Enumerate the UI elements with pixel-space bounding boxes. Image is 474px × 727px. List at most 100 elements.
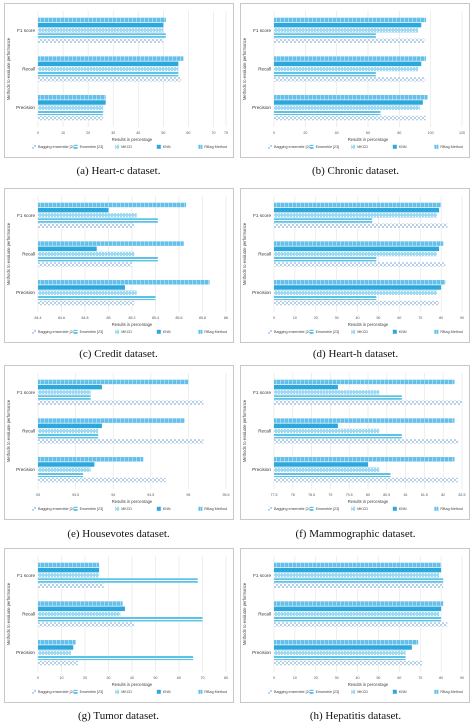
x-tick-label: 70 — [418, 316, 422, 320]
bar-rbag-method-f1-score — [38, 379, 189, 385]
bar-mkcd-precision — [274, 290, 437, 295]
bar-ensemble-23-recall — [274, 71, 376, 77]
x-tick-label: 10 — [293, 316, 297, 320]
x-tick-label: 78.5 — [308, 493, 315, 497]
bar-knn-recall — [274, 246, 440, 252]
legend-label-bagging-ensemble-24: Bagging ensemble [24] — [274, 145, 312, 149]
bar-mkcd-precision — [38, 105, 104, 110]
bar-mkcd-f1-score — [274, 28, 419, 33]
x-tick-label: 94 — [111, 493, 115, 497]
bar-knn-f1-score — [274, 207, 440, 213]
category-label-precision: Precision — [16, 650, 35, 655]
x-tick-label: 50 — [154, 676, 158, 680]
bar-mkcd-recall — [274, 251, 437, 257]
legend-swatch-rbag-method — [434, 144, 439, 149]
category-label-f1-score: F1 score — [253, 573, 271, 578]
x-tick-label: 82.5 — [459, 493, 466, 497]
bar-ensemble-23-f1-score — [38, 218, 158, 223]
legend-label-ensemble-23: Ensemble [23] — [316, 507, 340, 511]
x-tick-label: 20 — [303, 131, 307, 135]
caption-h: (h) Hepatitis dataset. — [309, 710, 402, 722]
y-axis-label: Methods to evaluate performance — [6, 399, 11, 462]
chart-chronic: 0 20 40 60 80 100 120 Results in percentage Meth… — [242, 11, 465, 149]
bar-knn-f1-score — [38, 207, 109, 213]
bar-knn-f1-score — [38, 22, 164, 28]
legend-swatch-knn — [392, 506, 397, 511]
x-axis-label: Results in percentage — [348, 137, 389, 142]
x-axis-label: Results in percentage — [348, 682, 389, 687]
bar-rbag-method-recall — [274, 418, 455, 423]
x-tick-label: 94.5 — [147, 493, 154, 497]
legend-swatch-knn — [156, 144, 161, 149]
bar-rbag-method-f1-score — [274, 202, 442, 208]
category-label-precision: Precision — [16, 290, 35, 295]
x-tick-label: 100 — [428, 131, 434, 135]
x-tick-label: 85.2 — [129, 316, 136, 320]
y-axis-label: Methods to evaluate performance — [242, 399, 247, 462]
legend-label-rbag-method: RBag Method — [204, 690, 227, 694]
bar-ensemble-23-f1-score — [274, 578, 444, 583]
legend-label-knn: KNN — [163, 690, 171, 694]
x-tick-label: 90 — [460, 676, 464, 680]
caption-a: (a) Heart-c dataset. — [76, 165, 161, 177]
legend-swatch-mkcd — [115, 689, 120, 694]
bar-mkcd-recall — [274, 66, 419, 72]
legend-swatch-bagging-ensemble-24 — [32, 329, 36, 334]
bar-ensemble-23-recall — [274, 256, 377, 262]
x-tick-label: 75 — [224, 131, 228, 135]
legend-label-ensemble-23: Ensemble [23] — [316, 145, 340, 149]
legend-swatch-rbag-method — [434, 329, 439, 334]
legend-swatch-knn — [392, 144, 397, 149]
x-axis-label: Results in percentage — [112, 499, 153, 504]
bar-ensemble-23-recall — [38, 256, 158, 262]
y-axis-label: Methods to evaluate performance — [6, 37, 11, 100]
legend-swatch-knn — [156, 329, 161, 334]
bar-knn-f1-score — [38, 567, 100, 573]
legend-label-mkcd: MKCD — [357, 330, 368, 334]
legend-swatch-mkcd — [115, 506, 120, 511]
x-tick-label: 10 — [60, 676, 64, 680]
chart-heart-c: 0 10 20 30 40 50 60 70 75 Results in percentage Me… — [6, 11, 228, 149]
bar-mkcd-f1-score — [274, 390, 380, 395]
legend-swatch-mkcd — [115, 144, 120, 149]
bar-bagging-ensemble-24-recall — [274, 77, 425, 82]
legend-swatch-bagging-ensemble-24 — [268, 144, 272, 149]
category-label-recall: Recall — [258, 612, 271, 617]
x-tick-label: 20 — [314, 676, 318, 680]
bar-mkcd-recall — [274, 611, 440, 617]
bar-mkcd-f1-score — [274, 573, 440, 578]
bar-mkcd-f1-score — [38, 390, 91, 395]
x-tick-label: 84.8 — [82, 316, 89, 320]
legend-swatch-ensemble-23 — [309, 329, 314, 334]
bar-rbag-method-recall — [274, 241, 444, 246]
category-label-recall: Recall — [258, 429, 271, 434]
x-tick-label: 120 — [459, 131, 465, 135]
x-tick-label: 50 — [376, 676, 380, 680]
bar-knn-recall — [274, 423, 338, 429]
y-axis-label: Methods to evaluate performance — [242, 582, 247, 645]
category-label-f1-score: F1 score — [253, 28, 271, 33]
caption-d: (d) Heart-h dataset. — [312, 348, 399, 360]
legend-label-rbag-method: RBag Method — [440, 145, 463, 149]
x-tick-label: 79.5 — [346, 493, 353, 497]
legend-label-mkcd: MKCD — [357, 145, 368, 149]
chart-tumor: 0 10 20 30 40 50 60 70 80 Results in percentage Me… — [6, 556, 228, 694]
y-axis-label: Methods to evaluate performance — [6, 582, 11, 645]
x-tick-label: 84.4 — [35, 316, 42, 320]
x-tick-label: 85.8 — [199, 316, 206, 320]
category-label-recall: Recall — [258, 252, 271, 257]
bar-knn-precision — [274, 462, 368, 467]
x-tick-label: 84.6 — [58, 316, 65, 320]
bar-knn-recall — [38, 423, 102, 429]
x-tick-label: 40 — [356, 676, 360, 680]
x-tick-label: 95.5 — [223, 493, 230, 497]
bar-rbag-method-precision — [38, 457, 144, 462]
legend-swatch-ensemble-23 — [73, 506, 78, 511]
bar-bagging-ensemble-24-precision — [38, 115, 104, 121]
caption-b: (b) Chronic dataset. — [311, 165, 400, 177]
legend-swatch-rbag-method — [198, 506, 203, 511]
bar-rbag-method-precision — [274, 457, 455, 462]
bar-mkcd-f1-score — [38, 573, 100, 578]
legend-label-rbag-method: RBag Method — [440, 690, 463, 694]
bar-rbag-method-recall — [274, 601, 444, 606]
